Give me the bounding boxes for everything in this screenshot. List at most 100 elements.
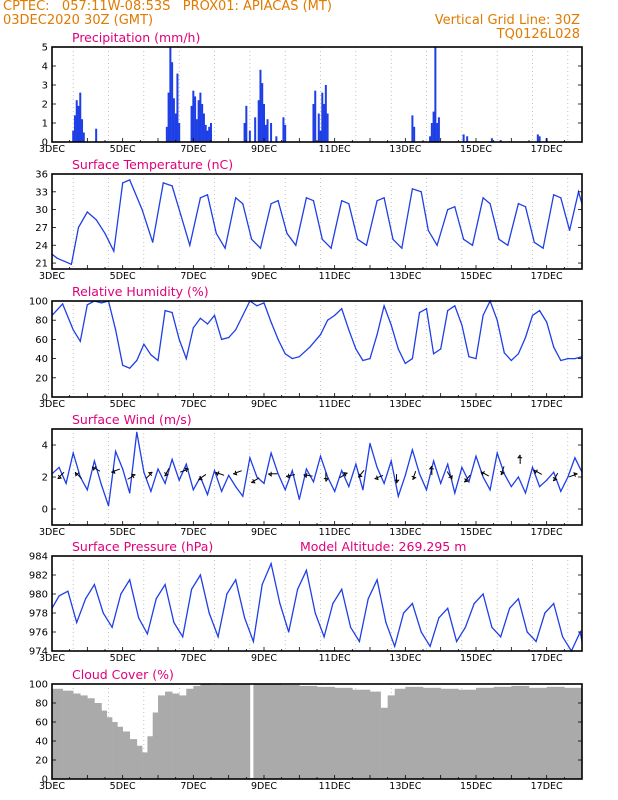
rh-y-tick-label: 100: [29, 297, 48, 308]
header-grid-note: Vertical Grid Line: 30Z: [434, 13, 580, 28]
temp-point: [286, 232, 288, 234]
pres-x-tick-label: 15DEC: [460, 653, 492, 664]
wind-arrow: [251, 477, 260, 483]
wind-point: [235, 486, 237, 488]
rh-point: [567, 358, 569, 360]
pres-point: [93, 583, 95, 586]
wind-arrow-head: [342, 472, 348, 477]
precip-bar: [282, 117, 285, 142]
temp-point: [507, 244, 509, 246]
pres-y-tick-label: 976: [29, 628, 48, 639]
pres-point: [190, 588, 193, 590]
wind-point: [510, 486, 512, 488]
precip-bar: [430, 123, 433, 142]
wind-point: [503, 473, 505, 475]
pres-point: [464, 626, 466, 628]
precip-y-tick-label: 2: [42, 100, 48, 111]
temp-point: [330, 247, 332, 249]
cloud-x-tick-label: 11DEC: [319, 781, 351, 792]
wind-arrow-head: [374, 475, 379, 481]
temp-x-tick-label: 15DEC: [460, 271, 492, 282]
temp-point: [152, 241, 154, 243]
cloud-area-segment: [172, 693, 180, 779]
temp-point: [357, 238, 359, 240]
cloud-area-segment: [94, 703, 102, 779]
header-line1: CPTEC: 057:11W-08:53S PROX01: APIACAS (M…: [3, 0, 332, 14]
precip-y-tick-label: 4: [42, 62, 48, 73]
wind-arrow: [533, 469, 542, 475]
temp-point: [251, 238, 253, 240]
pres-point: [261, 583, 263, 586]
header-date: 03DEC2020 30Z (GMT): [3, 13, 154, 28]
temp-point: [206, 194, 209, 196]
wind-y-tick-label: 4: [42, 441, 48, 452]
temp-point: [95, 219, 97, 221]
wind-point: [355, 463, 357, 465]
cloud-area-segment: [256, 684, 265, 779]
wind-y-tick-label: 2: [42, 473, 48, 484]
pres-point: [544, 612, 546, 614]
temp-point: [392, 238, 394, 240]
wind-arrow-head: [285, 473, 290, 479]
cloud-area-segment: [101, 710, 108, 779]
precip-bar: [194, 96, 197, 142]
rh-point: [348, 329, 350, 331]
cloud-area-segment: [179, 695, 187, 779]
temp-panel-frame: [51, 173, 583, 270]
rh-point: [79, 340, 81, 342]
wind-arrow: [215, 471, 225, 476]
temp-point: [77, 226, 80, 229]
precip-bar: [312, 104, 315, 142]
cloud-y-tick-label: 80: [35, 699, 48, 710]
cloud-area-segment: [186, 688, 194, 779]
rh-point: [150, 354, 152, 356]
wind-point: [517, 476, 520, 478]
cloud-x-tick-label: 17DEC: [531, 781, 563, 792]
rh-point: [263, 302, 265, 304]
pres-point: [58, 595, 60, 597]
rh-point: [171, 311, 173, 314]
pres-point: [226, 593, 228, 595]
temp-point: [436, 244, 438, 246]
wind-point: [157, 468, 159, 470]
rh-point: [433, 353, 435, 355]
rh-title: Relative Humidity (%): [72, 284, 209, 299]
precip-y-tick-label: 1: [42, 119, 48, 130]
wind-arrow-head: [233, 470, 238, 476]
rh-point: [327, 319, 329, 321]
temp-point: [171, 185, 173, 187]
wind-arrow-head: [552, 476, 558, 482]
cloud-area-segment: [80, 695, 88, 779]
wind-point: [213, 470, 216, 472]
rh-point: [334, 314, 336, 316]
rh-point: [376, 334, 378, 336]
wind-point: [341, 470, 343, 472]
pres-point: [182, 636, 184, 638]
cloud-area-segment: [193, 685, 201, 779]
wind-arrow: [303, 474, 313, 477]
precip-bar: [259, 69, 262, 142]
wind-point: [178, 479, 180, 481]
pres-point: [482, 593, 484, 595]
wind-x-tick-label: 15DEC: [460, 527, 492, 538]
pres-point: [561, 636, 564, 638]
wind-arrow: [57, 471, 65, 479]
pres-point: [155, 598, 157, 600]
precip-bar: [264, 124, 267, 142]
precip-bar: [79, 92, 82, 142]
wind-arrow-head: [480, 470, 485, 476]
precip-bar: [314, 90, 317, 142]
cloud-area-segment: [52, 688, 63, 779]
precip-x-tick-label: 11DEC: [319, 144, 351, 155]
rh-point: [355, 348, 357, 350]
wind-point: [185, 463, 187, 465]
wind-arrow-head: [130, 473, 136, 479]
wind-arrow-head: [517, 454, 523, 459]
cloud-area-segment: [129, 739, 138, 779]
wind-arrow: [339, 472, 348, 479]
precip-bar: [195, 119, 198, 142]
rh-x-tick-label: 3DEC: [39, 399, 65, 410]
wind-point: [312, 481, 315, 483]
wind-point: [546, 479, 548, 481]
precip-bar: [326, 113, 329, 142]
